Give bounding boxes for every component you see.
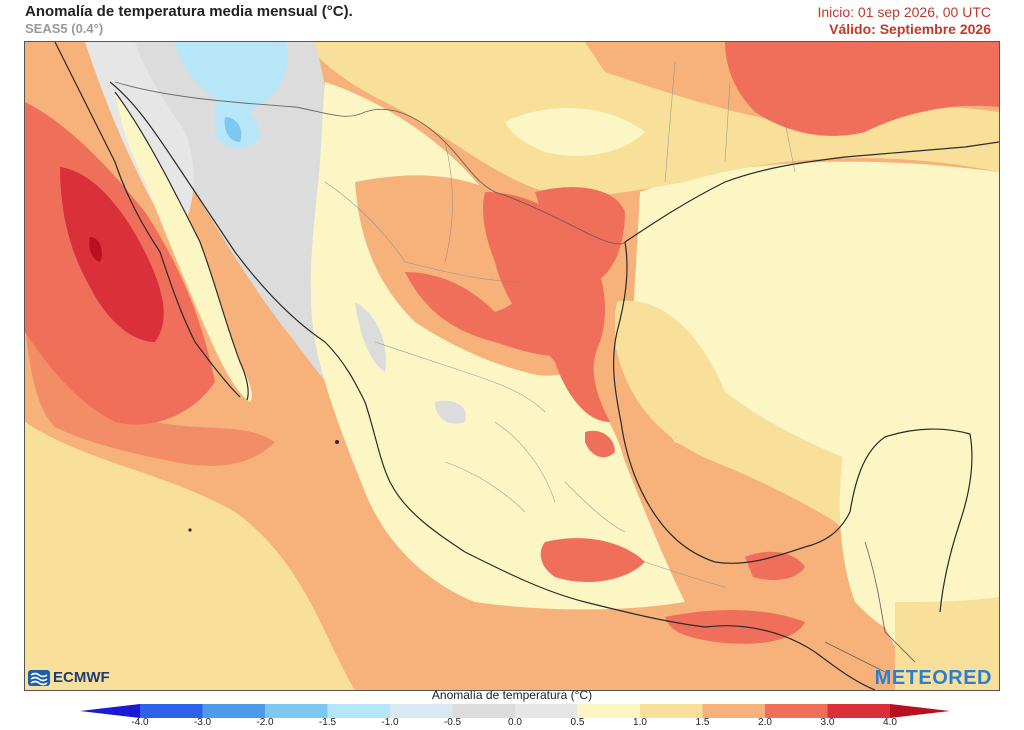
legend-swatch	[452, 704, 516, 718]
legend-swatch	[827, 704, 891, 718]
meteored-logo: METEORED	[874, 667, 992, 689]
legend-swatch	[390, 704, 453, 718]
legend-swatch	[515, 704, 578, 718]
legend-tick-label: 0.0	[508, 717, 522, 728]
us-pale-patch	[505, 108, 645, 156]
guatemala-border	[864, 541, 916, 663]
legend-swatch	[765, 704, 828, 718]
legend-tick-label: -3.0	[193, 717, 212, 728]
us-gulf-coast	[624, 141, 999, 243]
legend-tick-label: 0.5	[570, 717, 585, 728]
cool-spot-north	[175, 42, 288, 112]
south-hot-1	[540, 538, 645, 582]
sierra-neutral	[355, 302, 386, 372]
central-america-border	[824, 641, 886, 673]
gulf-coast	[613, 241, 973, 613]
highland-neutral	[435, 400, 466, 424]
ecmwf-logo-text: ECMWF	[53, 669, 110, 686]
map-title: Anomalía de temperatura media mensual (°…	[25, 3, 353, 20]
pacific-very-hot	[60, 167, 164, 342]
legend-tick-label: 2.0	[758, 717, 772, 728]
legend-swatch	[140, 704, 203, 718]
island-clarion	[188, 528, 192, 532]
sw-ocean-light	[25, 422, 355, 690]
legend-title: Anomalía de temperatura (°C)	[431, 688, 593, 702]
state-borders	[324, 61, 796, 588]
legend-tick-label: 1.0	[633, 717, 647, 728]
model-label: SEAS5 (0.4°)	[25, 21, 104, 36]
legend-swatch	[327, 704, 391, 718]
legend-tick-label: 1.5	[695, 717, 710, 728]
color-legend	[80, 704, 950, 718]
temperature-anomaly-map[interactable]	[24, 41, 1000, 691]
legend-arrow-high	[890, 704, 950, 718]
us-hot	[725, 42, 999, 136]
legend-swatch	[265, 704, 328, 718]
south-hot-2	[665, 610, 805, 644]
international-borders	[114, 81, 916, 673]
legend-swatch	[702, 704, 766, 718]
baja-pale	[115, 92, 252, 402]
ecmwf-logo: ECMWF	[28, 669, 110, 686]
baja-west-coast	[54, 42, 241, 398]
gulf-warm-patch	[615, 300, 876, 542]
north-hot-3	[535, 187, 625, 282]
legend-swatch	[202, 704, 266, 718]
baja-east-coast	[114, 91, 249, 401]
coastlines	[54, 42, 999, 690]
legend-tick-label: 3.0	[820, 717, 835, 728]
legend-tick-label: -4.0	[131, 717, 149, 728]
legend-swatch	[577, 704, 641, 718]
pacific-extreme	[89, 237, 102, 262]
init-time: Inicio: 01 sep 2026, 00 UTC	[817, 4, 991, 20]
legend-tick-label: 4.0	[883, 717, 897, 728]
yucatan-pale	[839, 433, 970, 635]
island-revillagigedo	[335, 440, 339, 444]
legend-tick-label: -0.5	[443, 717, 462, 728]
legend-tick-label: -1.0	[381, 717, 399, 728]
legend-tick-label: -1.5	[318, 717, 337, 728]
gulf-coast-hot	[585, 430, 615, 458]
south-hot-3	[745, 551, 805, 580]
legend-swatch	[640, 704, 703, 718]
legend-arrow-low	[80, 704, 140, 718]
pacific-mainland-coast	[109, 81, 876, 690]
valid-period: Válido: Septiembre 2026	[829, 21, 991, 37]
pacific-hot-tail	[25, 322, 275, 466]
legend-tick-label: -2.0	[256, 717, 274, 728]
ecmwf-logo-icon	[28, 669, 50, 686]
caribbean-warm	[895, 597, 999, 690]
us-mexico-border	[114, 81, 626, 245]
cool-spot-core	[224, 117, 242, 142]
map-canvas	[25, 42, 999, 690]
